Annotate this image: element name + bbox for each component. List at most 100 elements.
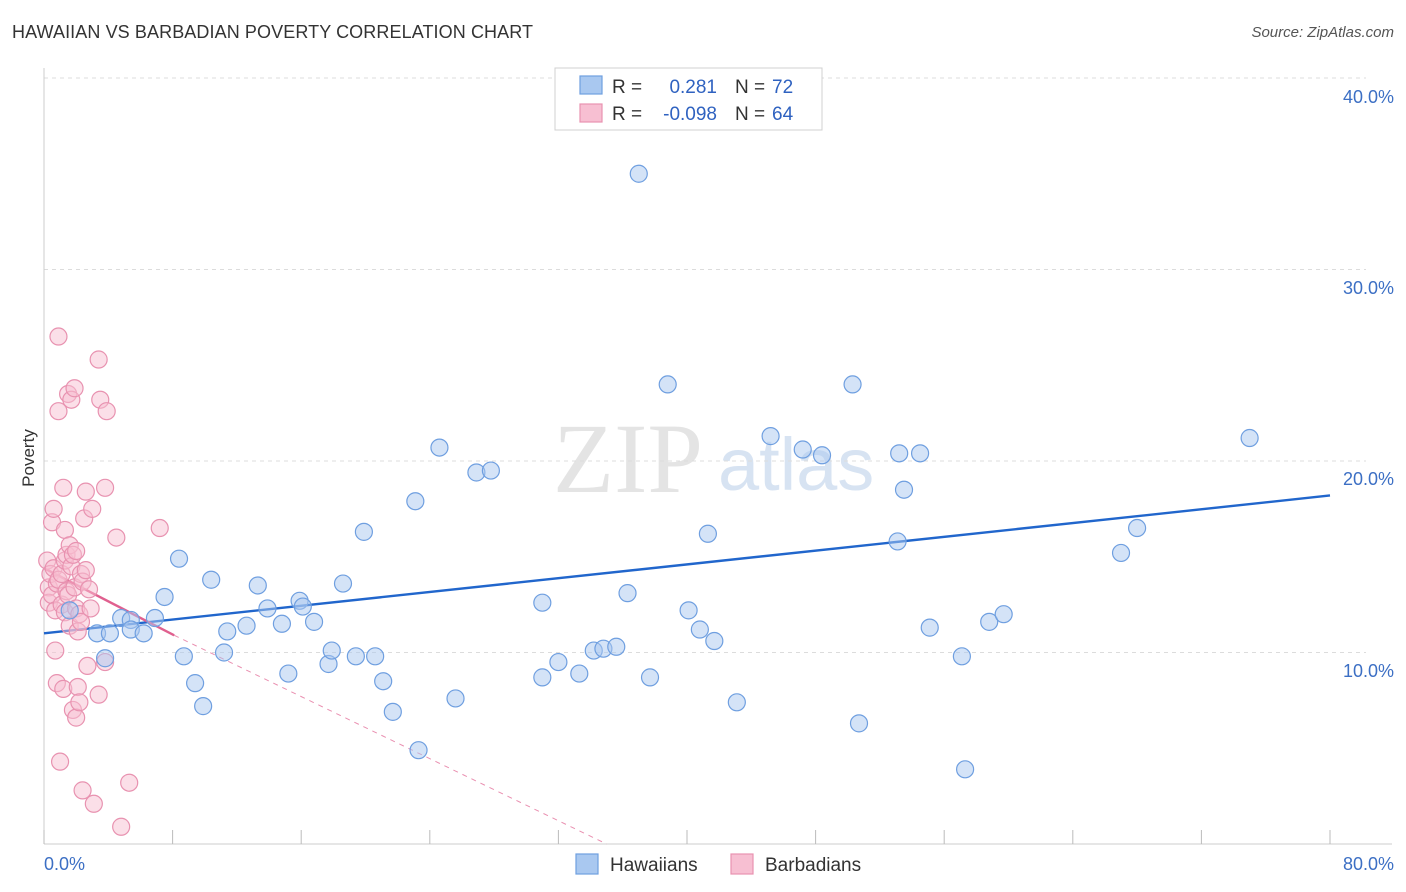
point-hawaiians-18	[248, 576, 267, 595]
point-barbadians-49	[78, 656, 97, 676]
point-barbadians-20	[55, 520, 74, 540]
point-hawaiians-16	[218, 622, 237, 641]
point-barbadians-15	[50, 752, 70, 771]
trend-extension-barbadians	[173, 634, 607, 845]
point-hawaiians-39	[533, 668, 552, 687]
point-hawaiians-21	[279, 664, 298, 683]
point-hawaiians-42	[570, 664, 589, 683]
point-barbadians-61	[112, 817, 131, 836]
point-barbadians-37	[67, 541, 86, 561]
point-barbadians-18	[54, 478, 73, 497]
source-label: Source: ZipAtlas.com	[1251, 24, 1394, 41]
point-hawaiians-67	[994, 605, 1013, 624]
point-barbadians-63	[150, 518, 169, 538]
point-hawaiians-71	[910, 444, 930, 463]
point-barbadians-38	[68, 677, 87, 697]
bottom-legend-swatch-hawaiians	[575, 853, 599, 875]
legend-swatch-barbadians	[579, 103, 603, 123]
point-barbadians-62	[120, 773, 139, 792]
point-hawaiians-7	[134, 624, 153, 643]
legend: R = 0.281 N = 72 R = -0.098 N = 64	[554, 67, 823, 131]
point-hawaiians-57	[812, 446, 832, 465]
point-hawaiians-41	[549, 652, 568, 672]
point-hawaiians-20	[272, 614, 292, 633]
bottom-legend-label-barbadians: Barbadians	[765, 855, 861, 876]
bottom-legend: Hawaiians Barbadians	[575, 853, 861, 876]
point-barbadians-47	[76, 482, 95, 501]
y-tick-label-10: 10.0%	[1343, 661, 1394, 681]
point-hawaiians-2	[95, 649, 115, 668]
legend-r-label-barbadians: R =	[612, 104, 642, 125]
point-hawaiians-53	[705, 631, 724, 651]
point-hawaiians-66	[980, 612, 999, 631]
point-hawaiians-58	[843, 375, 862, 394]
point-barbadians-13	[49, 402, 68, 421]
chart-title: HAWAIIAN VS BARBADIAN POVERTY CORRELATIO…	[12, 22, 534, 42]
point-hawaiians-62	[894, 480, 914, 499]
point-hawaiians-0	[60, 601, 79, 620]
point-hawaiians-46	[618, 584, 637, 603]
point-hawaiians-65	[955, 760, 975, 779]
legend-n-value-barbadians: 64	[772, 104, 794, 125]
point-hawaiians-15	[214, 643, 234, 662]
point-hawaiians-64	[952, 647, 971, 666]
point-hawaiians-50	[679, 601, 698, 620]
point-barbadians-51	[81, 599, 100, 618]
point-barbadians-53	[84, 794, 103, 813]
data-points	[38, 164, 1259, 836]
point-hawaiians-38	[481, 461, 500, 480]
point-barbadians-48	[76, 561, 95, 580]
point-hawaiians-59	[849, 714, 869, 733]
point-hawaiians-40	[533, 593, 552, 612]
point-hawaiians-24	[304, 612, 324, 631]
trend-line-hawaiians	[43, 494, 1331, 635]
point-hawaiians-56	[793, 440, 812, 459]
point-hawaiians-10	[169, 549, 189, 568]
bottom-legend-label-hawaiians: Hawaiians	[610, 855, 698, 876]
point-hawaiians-9	[155, 587, 174, 607]
legend-r-value-barbadians: -0.098	[663, 104, 717, 125]
point-barbadians-58	[95, 478, 115, 497]
point-hawaiians-68	[1111, 543, 1131, 563]
point-barbadians-50	[79, 580, 99, 599]
point-hawaiians-17	[237, 616, 256, 635]
point-hawaiians-8	[145, 608, 165, 628]
point-barbadians-33	[65, 379, 84, 398]
point-hawaiians-19	[258, 599, 277, 618]
point-barbadians-54	[89, 685, 108, 704]
point-barbadians-14	[49, 327, 68, 346]
point-hawaiians-29	[354, 522, 373, 541]
point-barbadians-52	[83, 499, 102, 518]
watermark-atlas: atlas	[718, 423, 874, 506]
x-tick-label-min: 0.0%	[44, 854, 85, 874]
point-hawaiians-51	[690, 620, 709, 639]
point-hawaiians-47	[629, 164, 648, 183]
point-hawaiians-31	[374, 672, 393, 691]
point-hawaiians-70	[1240, 428, 1259, 448]
point-barbadians-7	[44, 499, 63, 518]
y-tick-label-20: 20.0%	[1343, 469, 1394, 489]
legend-n-value-hawaiians: 72	[772, 77, 793, 98]
y-tick-label-30: 30.0%	[1343, 278, 1394, 298]
point-hawaiians-55	[761, 427, 780, 446]
x-tick-label-max: 80.0%	[1343, 854, 1394, 874]
point-hawaiians-33	[406, 492, 425, 511]
legend-swatch-hawaiians	[579, 75, 603, 95]
point-hawaiians-14	[202, 570, 221, 589]
legend-n-label-hawaiians: N =	[735, 77, 765, 98]
point-hawaiians-12	[186, 674, 205, 693]
point-hawaiians-3	[100, 624, 120, 643]
point-barbadians-40	[70, 693, 89, 712]
trend-lines	[43, 494, 1331, 845]
point-hawaiians-69	[1127, 518, 1147, 538]
point-hawaiians-28	[346, 647, 365, 666]
point-hawaiians-32	[383, 702, 402, 721]
y-tick-label-40: 40.0%	[1343, 87, 1394, 107]
point-barbadians-59	[97, 402, 116, 421]
point-hawaiians-23	[293, 597, 312, 616]
watermark-zip: ZIP	[553, 403, 703, 514]
point-hawaiians-34	[409, 741, 428, 760]
point-barbadians-9	[46, 641, 65, 660]
point-hawaiians-61	[890, 444, 909, 463]
point-hawaiians-27	[333, 574, 353, 593]
